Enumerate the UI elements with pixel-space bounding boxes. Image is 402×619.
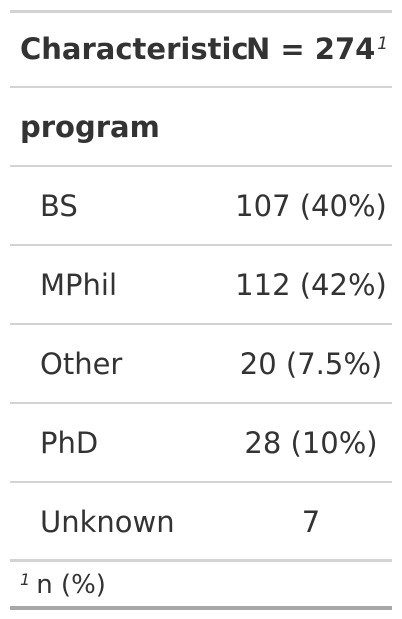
row-value: 7 [301, 505, 321, 539]
row-value: 107 (40%) [235, 189, 387, 223]
row-label: Unknown [40, 505, 175, 539]
header-footnote-mark: 1 [377, 34, 389, 54]
table-row: Unknown 7 [10, 483, 392, 562]
row-label: PhD [40, 426, 99, 460]
table-row: MPhil 112 (42%) [10, 246, 392, 325]
footnote-body: n (%) [36, 570, 106, 600]
row-value: 28 (10%) [244, 426, 378, 460]
row-label: Other [40, 347, 123, 381]
row-label: BS [40, 189, 78, 223]
table-header-row: Characteristic N = 274 1 [10, 13, 392, 88]
footnote-text: 1 n (%) [20, 570, 106, 600]
header-n: N = 274 1 [246, 32, 388, 66]
table-row: BS 107 (40%) [10, 167, 392, 246]
summary-table: Characteristic N = 274 1 program BS 107 (… [10, 10, 392, 610]
header-n-label: N = 274 [246, 32, 376, 66]
table-top-rule [10, 10, 392, 13]
table-row: PhD 28 (10%) [10, 404, 392, 483]
row-value: 112 (42%) [235, 268, 387, 302]
group-label: program [20, 110, 160, 144]
row-label: MPhil [40, 268, 118, 302]
header-characteristic: Characteristic [20, 32, 249, 66]
table-footnote: 1 n (%) [10, 562, 392, 610]
table-row: Other 20 (7.5%) [10, 325, 392, 404]
row-value: 20 (7.5%) [239, 347, 383, 381]
footnote-mark: 1 [20, 570, 31, 589]
group-row-program: program [10, 88, 392, 167]
